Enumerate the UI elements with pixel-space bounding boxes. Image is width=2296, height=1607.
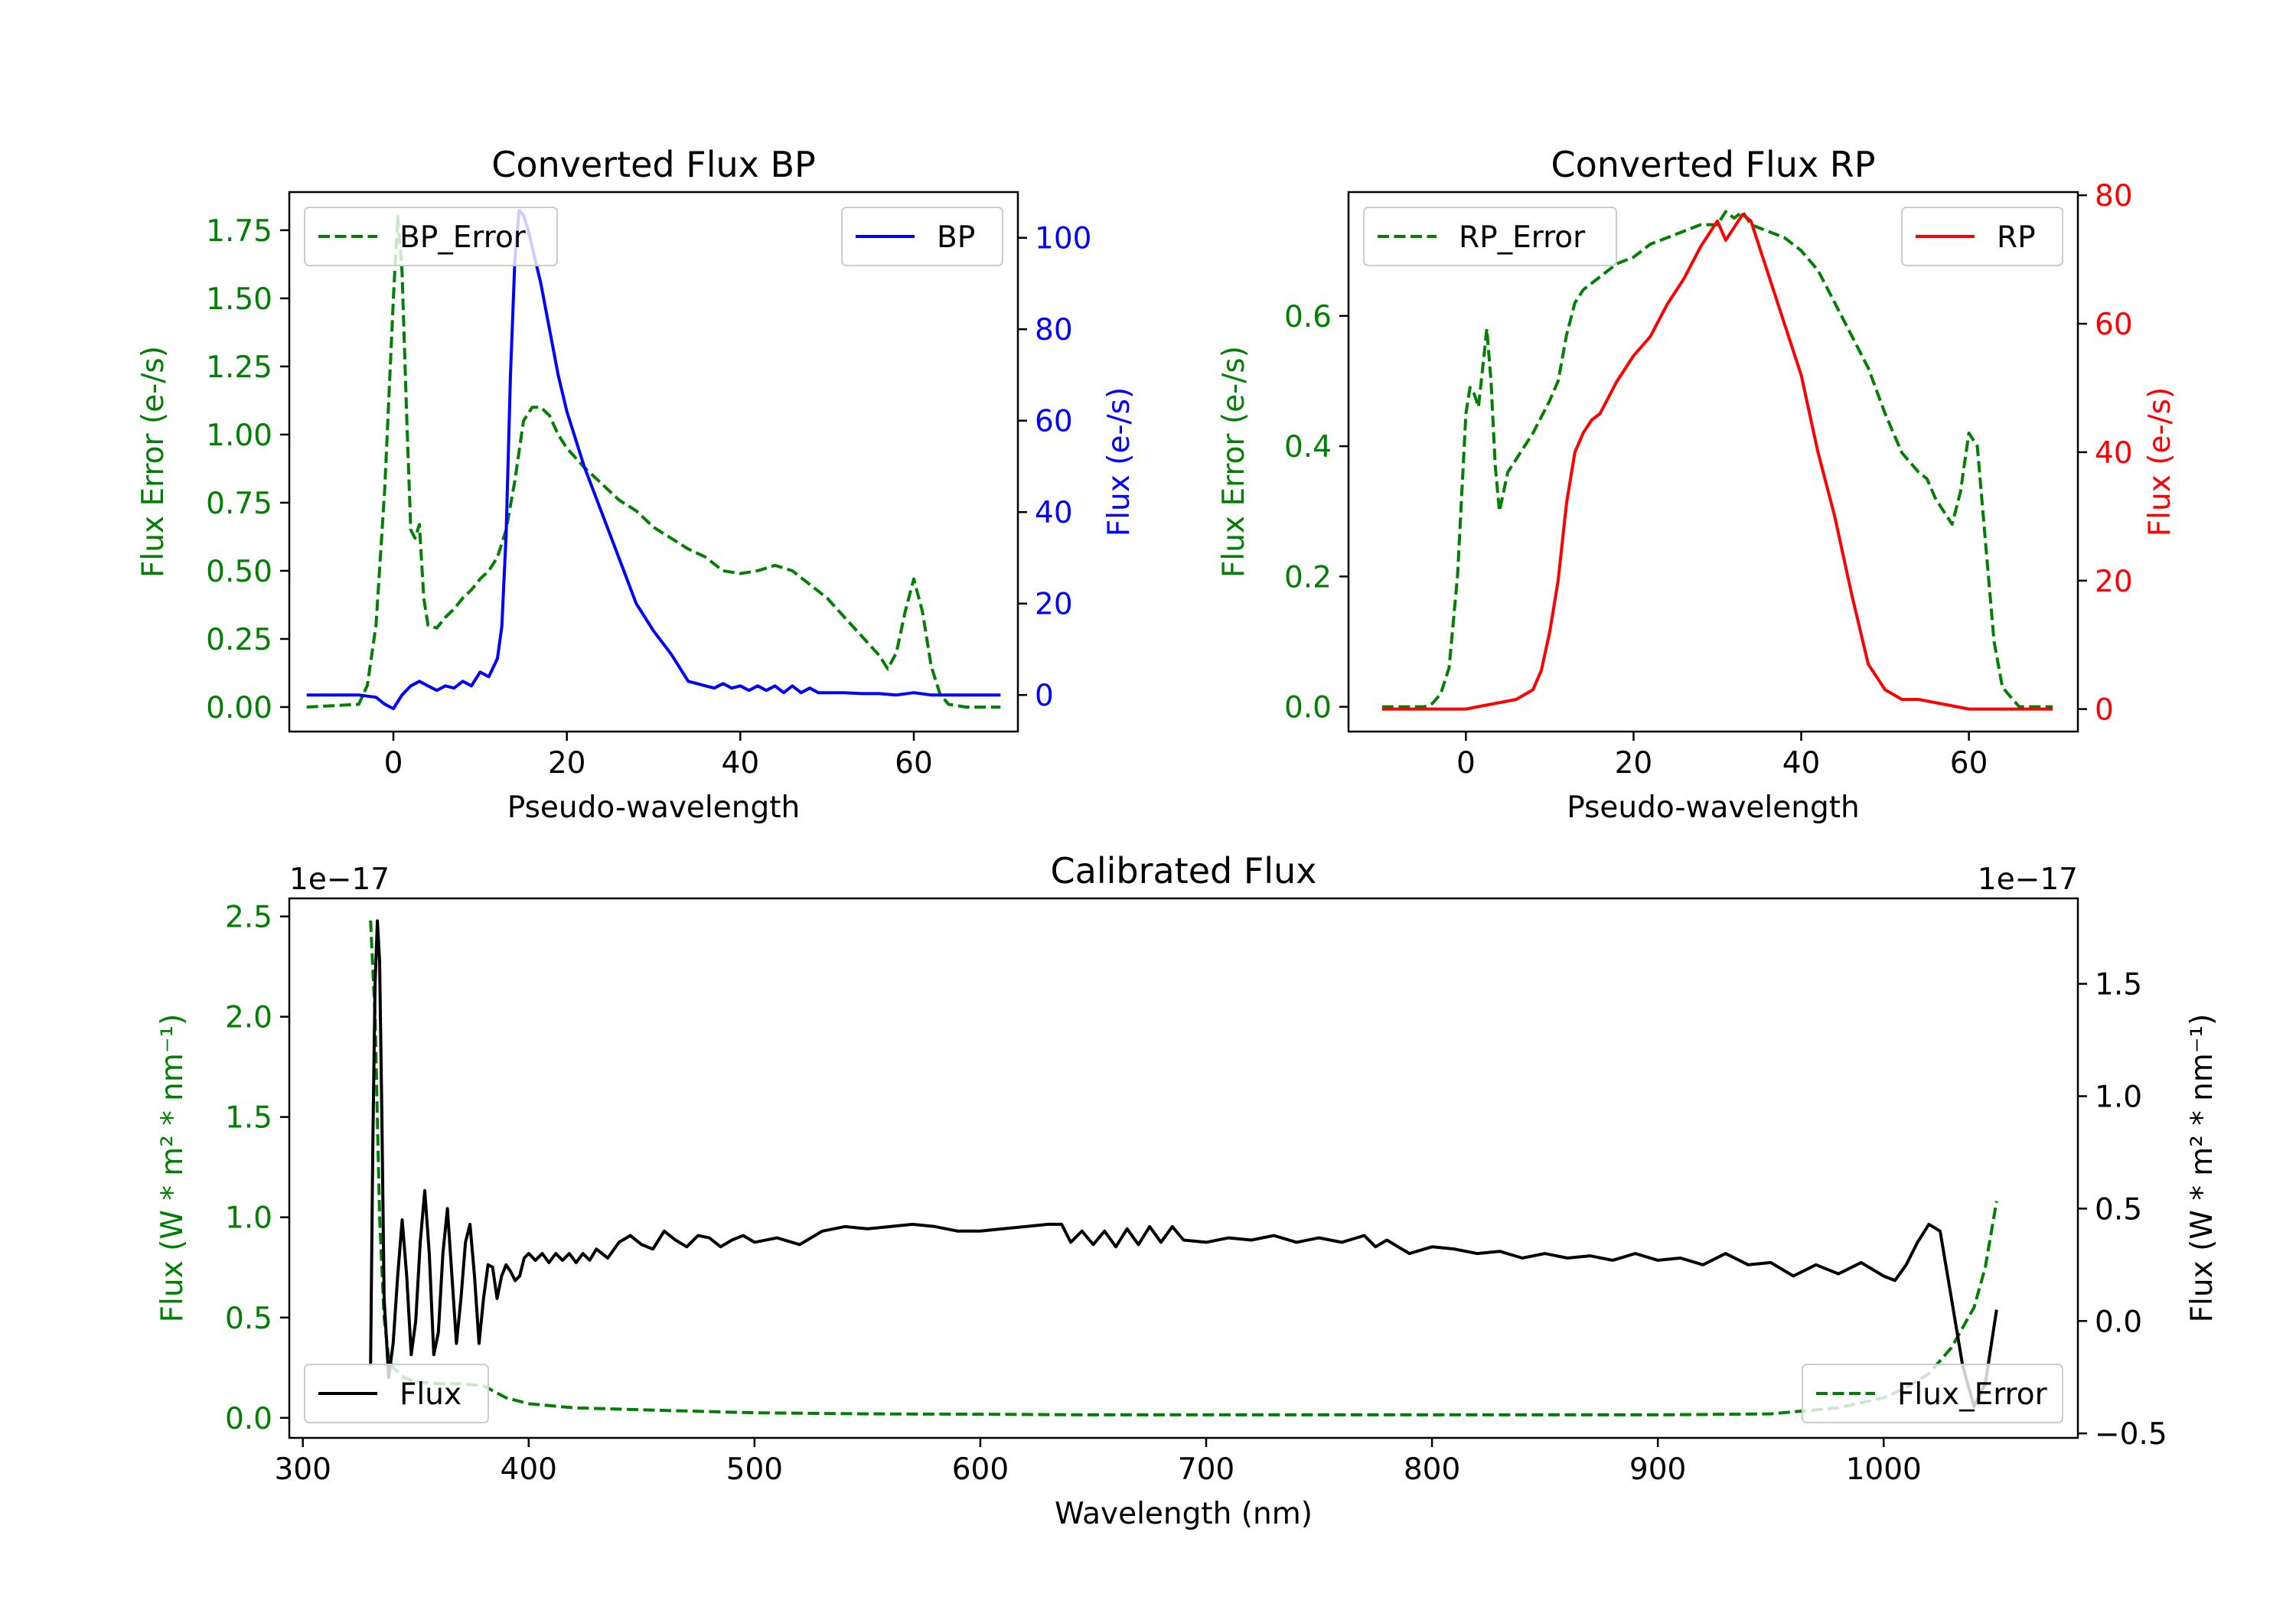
y-right-tick-label: 1.5 (2095, 968, 2142, 1002)
legend-flux-error: Flux_Error (1802, 1364, 2063, 1423)
y-right-offset-label: 1e−17 (1978, 862, 2078, 897)
x-axis-label: Pseudo-wavelength (507, 790, 800, 825)
y-left-tick-label: 0.75 (206, 487, 272, 521)
x-tick-label: 40 (1782, 746, 1821, 781)
legend-box (841, 207, 1003, 266)
chart-title: Converted Flux RP (1551, 144, 1876, 185)
x-tick-label: 20 (548, 746, 586, 781)
x-tick-label: 0 (384, 746, 403, 781)
y-left-tick-label: 1.5 (225, 1101, 272, 1136)
chart-bp: 0 20 40 60 0.00 0.25 0.50 0.75 1.00 1.25 1.50 1.75 0… (136, 144, 1137, 825)
y-left-tick-label: 0.5 (225, 1302, 272, 1336)
y-right-tick-label: 0.0 (2095, 1305, 2142, 1339)
y-right-tick-label: 20 (2095, 565, 2133, 599)
x-tick-label: 60 (895, 746, 933, 781)
axes-frame (1347, 191, 2079, 733)
x-tick-label: 60 (1950, 746, 1988, 781)
y-right-tick-label: 80 (2095, 179, 2133, 214)
y-right-tick-label: 60 (1035, 405, 1073, 439)
legend-label: BP_Error (400, 220, 527, 255)
series-line-rp-error (1381, 210, 2053, 709)
y-left-tick-label: 1.25 (206, 350, 272, 385)
y-left-offset-label: 1e−17 (289, 862, 390, 897)
y-right-tick-label: 100 (1035, 222, 1091, 256)
y-right-tick-label: 0 (2095, 693, 2114, 728)
x-tick-label: 500 (726, 1452, 783, 1487)
axes-frame (288, 897, 2079, 1439)
x-tick-label: 1000 (1846, 1452, 1922, 1487)
y-left-axis-label: Flux Error (e-/s) (1217, 346, 1251, 578)
y-left-tick-label: 2.0 (225, 1001, 272, 1035)
series-line-bp (306, 208, 1001, 711)
legend-label: Flux (400, 1377, 461, 1412)
chart-title: Calibrated Flux (1051, 850, 1317, 892)
legend-box (1802, 1364, 2063, 1423)
x-tick-label: 40 (722, 746, 760, 781)
y-right-tick-label: 0 (1035, 679, 1054, 713)
x-tick-label: 700 (1178, 1452, 1234, 1487)
axes-frame (288, 191, 1019, 733)
legend-bp-error: BP_Error (304, 207, 558, 266)
chart-calibrated: 300 400 500 600 700 800 900 1000 0.0 0.5 1.0 1.5 2.0… (155, 850, 2219, 1531)
series-line-flux (369, 919, 1998, 1408)
y-right-tick-label: 60 (2095, 308, 2133, 342)
y-right-tick-label: 40 (1035, 496, 1073, 530)
series-line-rp (1381, 213, 2053, 711)
y-left-tick-label: 0.25 (206, 623, 272, 657)
legend-box (304, 207, 558, 266)
legend-label: RP (1997, 220, 2036, 255)
y-left-tick-label: 1.0 (225, 1201, 272, 1236)
y-right-axis-label: Flux (e-/s) (2143, 387, 2177, 536)
x-tick-label: 800 (1404, 1452, 1460, 1487)
legend-rp: RP (1901, 207, 2063, 266)
y-left-tick-label: 0.6 (1284, 300, 1332, 334)
y-left-tick-label: 0.2 (1284, 560, 1332, 595)
y-left-tick-label: 0.4 (1284, 430, 1332, 464)
legend-bp: BP (841, 207, 1003, 266)
y-left-tick-label: 0.00 (206, 691, 272, 725)
x-tick-label: 400 (501, 1452, 557, 1487)
y-right-tick-label: 80 (1035, 313, 1073, 347)
y-right-tick-label: 20 (1035, 588, 1073, 622)
y-right-tick-label: −0.5 (2095, 1417, 2167, 1452)
x-tick-label: 900 (1629, 1452, 1686, 1487)
y-left-tick-label: 1.00 (206, 419, 272, 453)
legend-flux: Flux (304, 1364, 489, 1423)
x-tick-label: 20 (1615, 746, 1653, 781)
x-tick-label: 300 (274, 1452, 331, 1487)
y-left-tick-label: 0.0 (1284, 691, 1332, 725)
x-tick-label: 0 (1456, 746, 1476, 781)
legend-label: RP_Error (1459, 220, 1586, 255)
y-left-tick-label: 0.50 (206, 555, 272, 589)
legend-box (304, 1364, 489, 1423)
chart-rp: 0 20 40 60 0.0 0.2 0.4 0.6 0 20 40 60 80 Converted Fl… (1217, 144, 2177, 825)
legend-label: BP (937, 220, 975, 255)
legend-label: Flux_Error (1897, 1377, 2048, 1412)
series-line-bp-error (306, 215, 1001, 709)
y-right-axis-label: Flux (W * m² * nm⁻¹) (2185, 1014, 2219, 1323)
y-right-axis-label: Flux (e-/s) (1102, 387, 1137, 536)
y-left-axis-label: Flux Error (e-/s) (136, 346, 171, 578)
y-right-tick-label: 0.5 (2095, 1192, 2142, 1227)
legend-box (1363, 207, 1617, 266)
x-axis-label: Pseudo-wavelength (1567, 790, 1859, 825)
y-left-tick-label: 0.0 (225, 1402, 272, 1436)
y-left-tick-label: 2.5 (225, 901, 272, 935)
y-left-tick-label: 1.75 (206, 214, 272, 249)
y-left-axis-label: Flux (W * m² * nm⁻¹) (155, 1014, 190, 1323)
y-left-tick-label: 1.50 (206, 282, 272, 317)
legend-rp-error: RP_Error (1363, 207, 1617, 266)
x-axis-label: Wavelength (nm) (1055, 1497, 1313, 1531)
chart-title: Converted Flux BP (491, 144, 816, 185)
legend-box (1901, 207, 2063, 266)
x-tick-label: 600 (952, 1452, 1009, 1487)
y-right-tick-label: 1.0 (2095, 1081, 2142, 1115)
y-right-tick-label: 40 (2095, 436, 2133, 471)
